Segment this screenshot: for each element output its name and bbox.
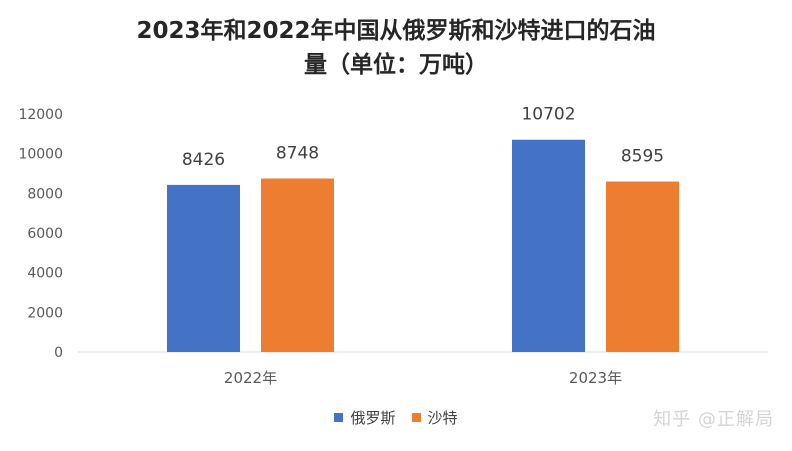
legend: 俄罗斯 沙特: [0, 407, 792, 428]
chart-title: 2023年和2022年中国从俄罗斯和沙特进口的石油 量（单位：万吨）: [0, 14, 792, 82]
y-tick-label: 10000: [18, 147, 63, 163]
y-tick-label: 12000: [18, 107, 63, 123]
y-tick-label: 8000: [27, 186, 63, 202]
bar-russia-1: [512, 139, 585, 352]
legend-swatch-saudi: [411, 413, 421, 422]
y-tick-label: 4000: [27, 266, 63, 282]
x-tick-label: 2023年: [569, 369, 622, 387]
bar-russia-0: [167, 184, 240, 352]
data-label: 10702: [521, 105, 575, 125]
legend-label-russia: 俄罗斯: [350, 409, 396, 427]
chart-title-line-2: 量（单位：万吨）: [304, 52, 488, 78]
y-axis: 0 2000 4000 6000 8000 10000 12000: [18, 107, 63, 361]
bar-saudi-0: [261, 178, 334, 352]
data-label: 8426: [182, 150, 225, 170]
data-label: 8595: [621, 147, 664, 167]
y-tick-label: 2000: [27, 305, 63, 321]
bar-saudi-1: [606, 181, 679, 352]
watermark: 知乎 @正解局: [653, 409, 774, 430]
legend-swatch-russia: [334, 413, 344, 422]
legend-item-russia: 俄罗斯: [334, 407, 396, 428]
legend-label-saudi: 沙特: [427, 409, 458, 427]
bars-group: 8426 8748 10702 8595: [167, 105, 679, 352]
chart-title-line-1: 2023年和2022年中国从俄罗斯和沙特进口的石油: [136, 18, 656, 44]
data-label: 8748: [276, 143, 319, 163]
x-axis: 2022年 2023年: [224, 369, 622, 387]
y-tick-label: 6000: [27, 226, 63, 242]
y-tick-label: 0: [54, 345, 63, 361]
legend-item-saudi: 沙特: [411, 407, 458, 428]
x-tick-label: 2022年: [224, 369, 277, 387]
